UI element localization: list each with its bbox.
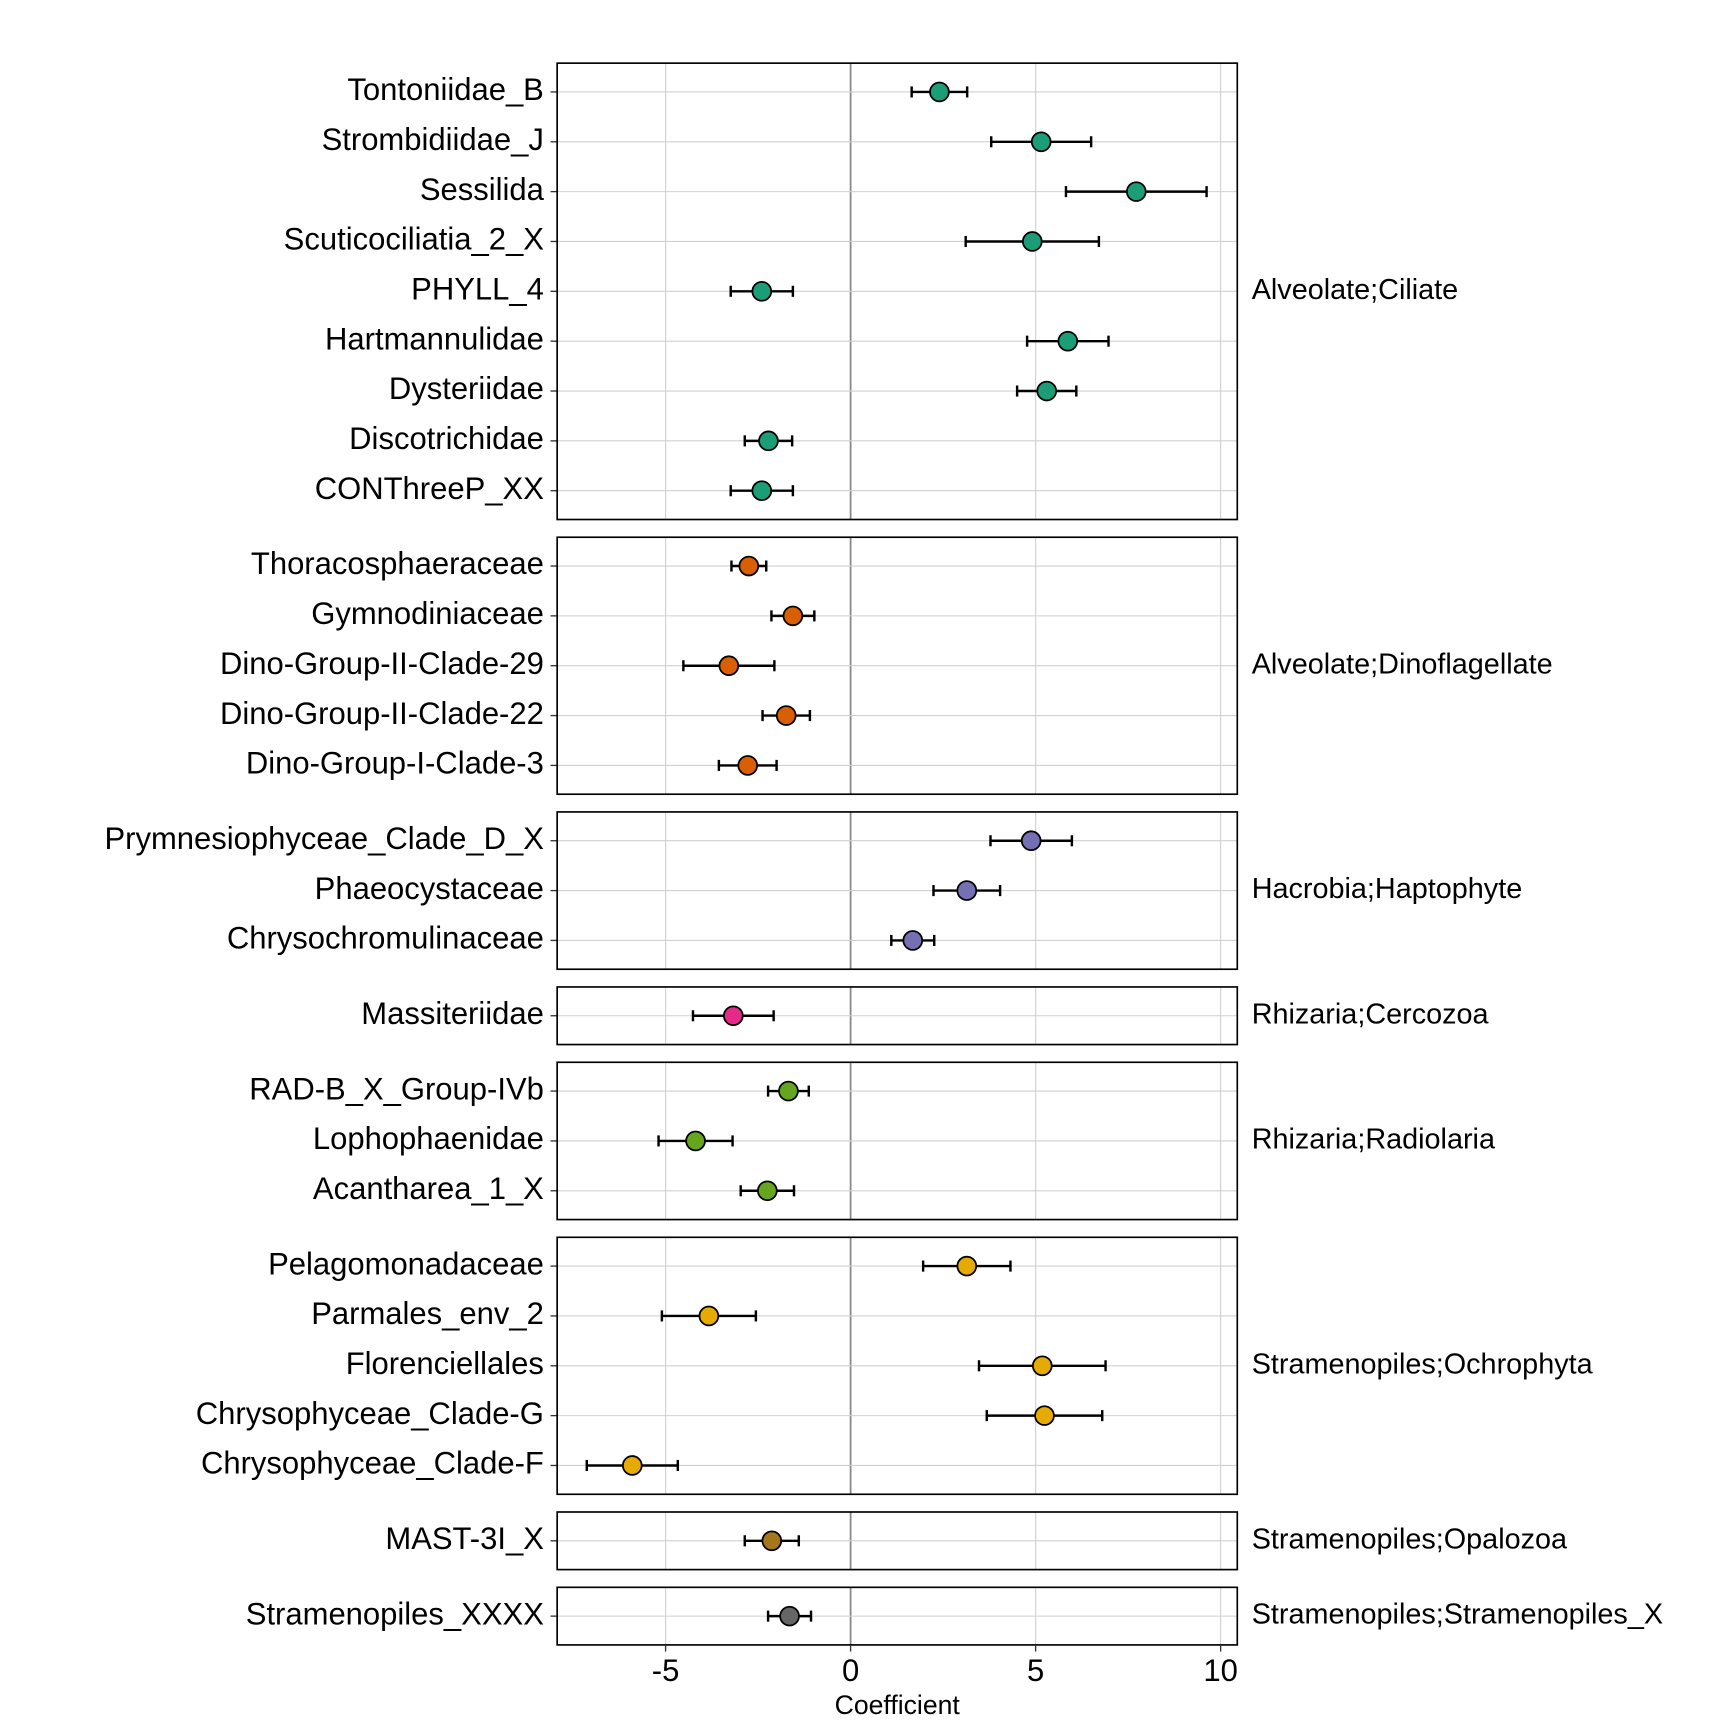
y-tick-label: Dino-Group-II-Clade-22 <box>220 696 544 731</box>
y-tick-label: Tontoniidae_B <box>347 72 544 107</box>
panel-frame <box>556 536 1239 796</box>
y-tick-label: Phaeocystaceae <box>315 871 544 906</box>
x-tick-label: 10 <box>1203 1653 1237 1688</box>
panel-frame <box>556 62 1239 521</box>
panel-label: Stramenopiles;Ochrophyta <box>1252 1348 1594 1380</box>
point <box>761 1530 783 1552</box>
x-tick-label: -5 <box>652 1653 680 1688</box>
point <box>1057 330 1079 352</box>
panel-label: Stramenopiles;Opalozoa <box>1252 1523 1568 1555</box>
y-tick-label: Acantharea_1_X <box>313 1171 544 1206</box>
panel-frame <box>556 1586 1239 1646</box>
y-tick-label: Massiteriidae <box>361 996 544 1031</box>
panel-frame <box>556 986 1239 1046</box>
panel-frame <box>556 1061 1239 1221</box>
panel-frame <box>556 1511 1239 1571</box>
point <box>1125 181 1147 202</box>
y-tick-label: Dysteriidae <box>389 371 544 406</box>
point <box>698 1305 720 1327</box>
panel-label: Alveolate;Ciliate <box>1252 274 1459 306</box>
point <box>757 1180 778 1202</box>
point <box>779 1605 800 1627</box>
point <box>1036 380 1058 402</box>
point <box>621 1455 643 1476</box>
point <box>718 655 740 677</box>
point <box>1031 1355 1053 1377</box>
y-tick-label: Scuticociliatia_2_X <box>284 222 545 257</box>
panel-frame <box>556 811 1239 971</box>
y-tick-label: Chrysophyceae_Clade-F <box>201 1446 544 1481</box>
point <box>929 81 950 103</box>
point <box>737 755 759 776</box>
y-tick-label: Hartmannulidae <box>325 321 544 356</box>
y-tick-label: Chrysophyceae_Clade-G <box>196 1396 544 1431</box>
point <box>758 430 779 452</box>
point <box>1034 1405 1055 1426</box>
y-tick-label: Stramenopiles_XXXX <box>246 1596 544 1631</box>
y-tick-label: Parmales_env_2 <box>311 1296 544 1331</box>
y-tick-label: Chrysochromulinaceae <box>227 921 544 956</box>
y-tick-label: Sessilida <box>420 172 545 207</box>
point <box>956 880 978 901</box>
y-tick-label: RAD-B_X_Group-IVb <box>249 1071 544 1106</box>
point <box>685 1130 706 1152</box>
y-tick-label: CONThreeP_XX <box>315 471 544 506</box>
panel-label: Alveolate;Dinoflagellate <box>1252 648 1553 680</box>
point <box>751 480 773 502</box>
y-tick-label: Strombidiidae_J <box>322 122 544 157</box>
x-axis-label: Coefficient <box>835 1690 961 1720</box>
point <box>775 705 797 726</box>
point <box>738 555 760 577</box>
point <box>782 605 804 627</box>
x-tick-label: 5 <box>1027 1653 1044 1688</box>
point <box>1030 131 1052 153</box>
point <box>723 1005 744 1027</box>
panel-label: Rhizaria;Radiolaria <box>1252 1124 1496 1156</box>
panel-label: Stramenopiles;Stramenopiles_X <box>1252 1599 1663 1631</box>
panel-label: Rhizaria;Cercozoa <box>1252 998 1490 1030</box>
y-tick-label: MAST-3I_X <box>385 1521 544 1556</box>
y-tick-label: Prymnesiophyceae_Clade_D_X <box>104 821 544 856</box>
y-tick-label: Thoracosphaeraceae <box>251 546 544 581</box>
point <box>1021 231 1043 252</box>
point <box>1020 830 1042 852</box>
y-tick-label: Pelagomonadaceae <box>268 1246 544 1281</box>
x-tick-label: 0 <box>842 1653 859 1688</box>
point <box>956 1255 978 1277</box>
point <box>902 930 924 951</box>
point <box>778 1080 799 1102</box>
panel-frame <box>556 1236 1239 1496</box>
y-tick-label: Florenciellales <box>346 1346 544 1381</box>
panel-label: Hacrobia;Haptophyte <box>1252 873 1523 905</box>
y-tick-label: Dino-Group-I-Clade-3 <box>246 746 544 781</box>
y-tick-label: PHYLL_4 <box>411 272 544 307</box>
y-tick-label: Gymnodiniaceae <box>311 596 544 631</box>
y-tick-label: Dino-Group-II-Clade-29 <box>220 646 544 681</box>
y-tick-label: Discotrichidae <box>349 421 544 456</box>
y-tick-label: Lophophaenidae <box>313 1121 544 1156</box>
point <box>751 281 773 302</box>
